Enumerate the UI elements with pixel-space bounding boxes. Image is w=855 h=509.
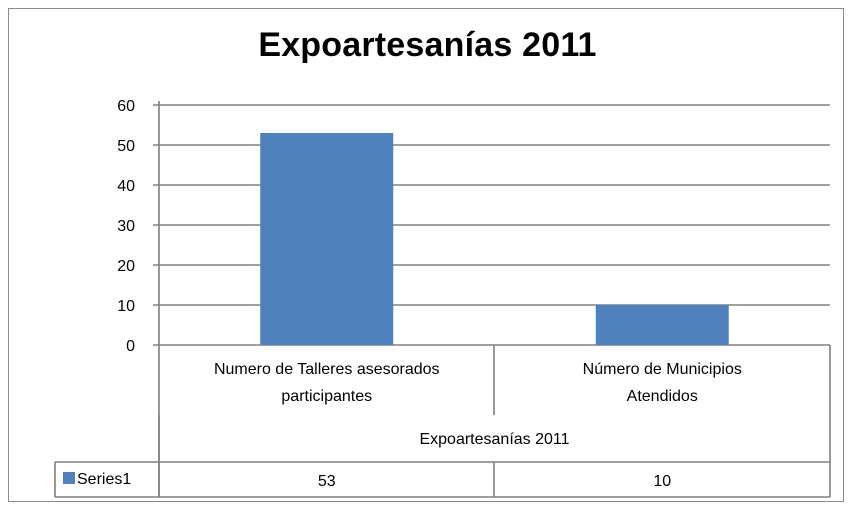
y-tick-label: 60 (117, 98, 135, 115)
legend-key (63, 472, 75, 484)
y-tick-label: 0 (126, 338, 135, 355)
y-tick-label: 30 (117, 218, 135, 235)
y-tick-label: 50 (117, 138, 135, 155)
data-value-label: 10 (653, 473, 671, 490)
category-label: Numero de Talleres asesorados (214, 361, 440, 378)
category-label: Número de Municipios (583, 361, 742, 378)
data-value-label: 53 (318, 473, 336, 490)
y-tick-label: 40 (117, 178, 135, 195)
legend-series-name: Series1 (77, 471, 131, 488)
category-label: Atendidos (627, 388, 698, 405)
category-label: participantes (281, 388, 372, 405)
y-tick-labels: 0 10 20 30 40 50 60 (117, 98, 135, 355)
bar (260, 133, 394, 345)
group-label: Expoartesanías 2011 (419, 431, 569, 448)
chart-title: Expoartesanías 2011 (258, 26, 597, 64)
data-table: Numero de Talleres asesorados participant… (54, 345, 831, 498)
y-tick-label: 10 (117, 298, 135, 315)
bars (260, 133, 729, 345)
bar (595, 305, 729, 345)
chart-frame (8, 8, 844, 502)
y-tick-label: 20 (117, 258, 135, 275)
